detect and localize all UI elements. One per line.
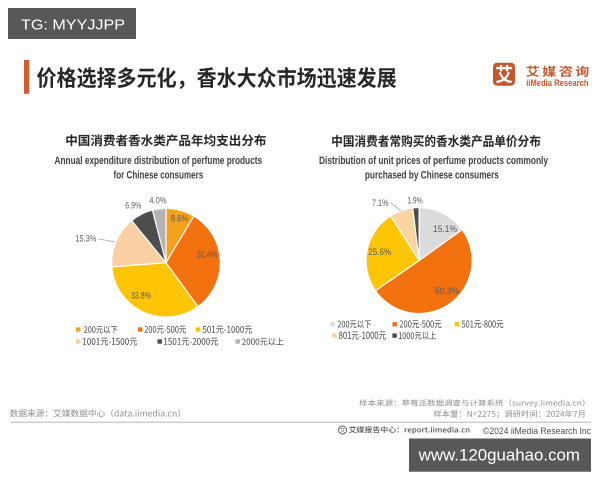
svg-text:25.6%: 25.6% xyxy=(368,247,391,258)
svg-text:15.3%: 15.3% xyxy=(75,233,96,244)
svg-text:©2024 iiMedia Research Inc: ©2024 iiMedia Research Inc xyxy=(483,426,591,437)
svg-text:Annual expenditure distributio: Annual expenditure distribution of perfu… xyxy=(55,155,263,167)
svg-text:TG: MYYJJPP: TG: MYYJJPP xyxy=(21,17,125,34)
svg-text:31.4%: 31.4% xyxy=(197,249,217,260)
svg-text:7.1%: 7.1% xyxy=(372,198,389,209)
svg-text:8.6%: 8.6% xyxy=(171,213,188,224)
svg-text:33.8%: 33.8% xyxy=(131,290,151,301)
svg-text:for Chinese consumers: for Chinese consumers xyxy=(114,170,204,182)
svg-text:purchased by Chinese consumers: purchased by Chinese consumers xyxy=(365,169,499,181)
svg-text:6.9%: 6.9% xyxy=(125,201,141,212)
svg-text:1.9%: 1.9% xyxy=(407,195,423,206)
svg-text:www.120guahao.com: www.120guahao.com xyxy=(418,445,580,464)
svg-text:50.3%: 50.3% xyxy=(435,286,459,297)
svg-text:Distribution of unit prices of: Distribution of unit prices of perfume p… xyxy=(319,155,549,167)
svg-text:4.0%: 4.0% xyxy=(149,196,167,207)
svg-text:15.1%: 15.1% xyxy=(433,224,457,235)
svg-text:iiMedia Research: iiMedia Research xyxy=(526,78,588,89)
